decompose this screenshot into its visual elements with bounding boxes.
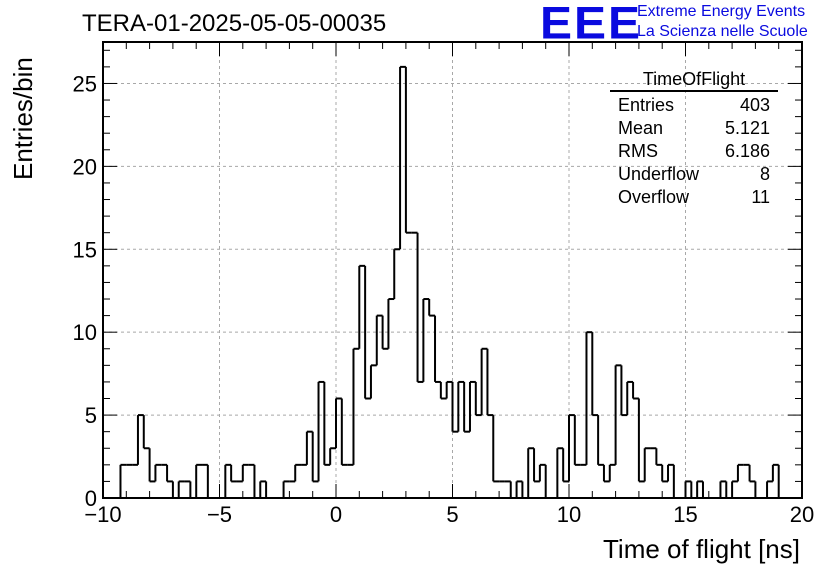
stats-row-rms: RMS 6.186 [610,140,778,163]
stats-row-mean: Mean 5.121 [610,117,778,140]
x-axis-label: Time of flight [ns] [603,534,800,564]
y-tick-label: 10 [73,320,97,345]
stats-box: TimeOfFlight Entries 403 Mean 5.121 RMS … [610,68,778,209]
y-axis-label: Entries/bin [8,57,38,180]
stats-box-title: TimeOfFlight [610,68,778,92]
x-tick-label: 20 [790,502,814,527]
stats-value: 11 [751,187,770,207]
brand-text: Extreme Energy Events La Scienza nelle S… [637,2,808,42]
x-tick-label: 0 [330,502,342,527]
axis-tick-labels: −10 −5 0 5 10 15 20 0 5 10 15 20 25 [73,71,815,527]
stats-label: RMS [618,141,658,161]
histogram-series [103,65,802,499]
y-tick-label: 20 [73,154,97,179]
y-tick-label: 25 [73,71,97,96]
x-tick-label: 5 [446,502,458,527]
stats-row-entries: Entries 403 [610,94,778,117]
y-tick-label: 15 [73,237,97,262]
stats-value: 6.186 [724,141,770,161]
brand-line-2: La Scienza nelle Scuole [637,23,808,40]
y-tick-label: 5 [85,403,97,428]
chart-title: TERA-01-2025-05-05-00035 [82,10,387,37]
stats-label: Underflow [618,164,700,184]
x-tick-label: 10 [557,502,581,527]
stats-label: Entries [618,95,675,115]
stats-label: Overflow [618,187,690,207]
stats-value: 8 [759,164,770,184]
stats-row-underflow: Underflow 8 [610,163,778,186]
y-tick-label: 0 [85,486,97,511]
brand-line-1: Extreme Energy Events [637,3,806,20]
x-tick-label: 15 [673,502,697,527]
eee-logo: EEE [540,0,643,49]
stats-row-overflow: Overflow 11 [610,186,778,209]
x-tick-label: −5 [207,502,232,527]
stats-value: 5.121 [724,118,770,138]
axis-ticks [102,42,803,499]
x-tick-label: −10 [84,502,121,527]
stats-label: Mean [618,118,664,138]
stats-value: 403 [739,95,770,115]
